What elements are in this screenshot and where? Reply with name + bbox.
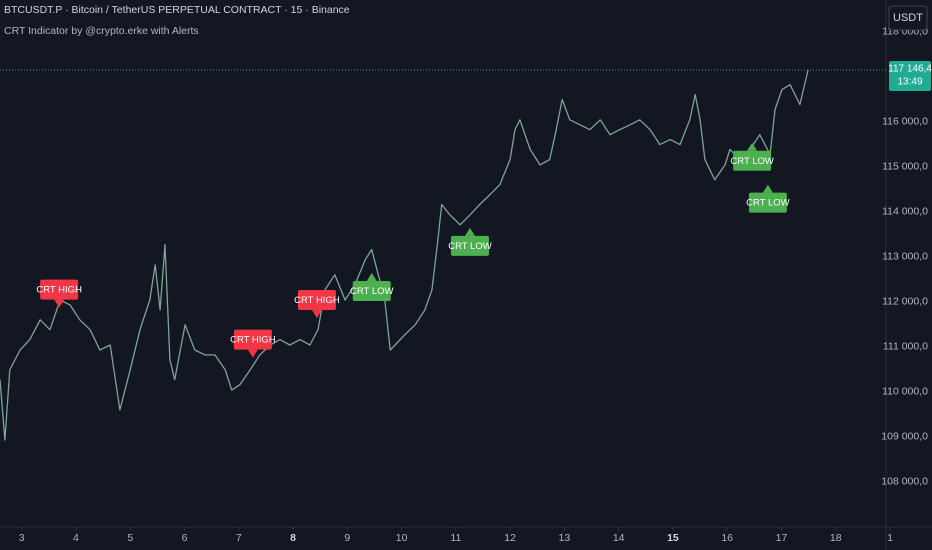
signal-pointer <box>366 272 377 281</box>
currency-button-label[interactable]: USDT <box>893 12 923 24</box>
signal-text: CRT HIGH <box>230 335 276 346</box>
signal-box <box>233 329 272 350</box>
x-tick-label: 15 <box>667 532 679 544</box>
signal-box <box>748 192 787 213</box>
x-tick-label: 4 <box>73 532 79 544</box>
plot-area: CRT HIGH CRT HIGH CRT HIGH CRT LOW CRT LOW CR… <box>0 69 886 441</box>
signal-label: CRT LOW <box>730 142 774 171</box>
signal-box <box>352 280 391 301</box>
x-tick-label: 16 <box>721 532 733 544</box>
signal-text: CRT LOW <box>746 198 789 209</box>
signal-box <box>40 279 79 300</box>
signal-text: CRT LOW <box>730 156 773 167</box>
x-tick-label: 1 <box>887 532 893 544</box>
x-tick-label: 3 <box>19 532 25 544</box>
price-series <box>0 69 809 441</box>
signal-box <box>297 290 336 311</box>
currency-button[interactable]: USDT <box>888 5 928 31</box>
x-tick-label: 12 <box>504 532 516 544</box>
signal-label: CRT LOW <box>746 184 790 213</box>
signal-text: CRT LOW <box>350 286 393 297</box>
chart-title: BTCUSDT.P · Bitcoin / TetherUS PERPETUAL… <box>4 4 350 16</box>
x-tick-label: 8 <box>290 532 296 544</box>
x-tick-label: 10 <box>396 532 408 544</box>
signal-label: CRT HIGH <box>36 279 82 308</box>
x-tick-label: 14 <box>613 532 625 544</box>
x-tick-label: 11 <box>450 532 461 544</box>
y-tick-label: 108 000,0 <box>881 476 928 488</box>
signal-pointer <box>54 299 65 308</box>
indicator-title: CRT Indicator by @crypto.erke with Alert… <box>4 25 199 37</box>
signal-label: CRT LOW <box>448 227 492 256</box>
x-tick-label: 7 <box>236 532 242 544</box>
signal-pointer <box>747 142 758 151</box>
signal-label: CRT LOW <box>350 272 393 301</box>
signal-box <box>733 150 772 171</box>
signal-pointer <box>464 227 475 236</box>
x-tick-label: 17 <box>776 532 788 544</box>
price-tag-countdown: 13:49 <box>897 77 922 88</box>
y-tick-label: 111 000,0 <box>883 341 928 353</box>
price-tag: 117 146,4 13:49 <box>888 60 932 91</box>
y-tick-label: 116 000,0 <box>882 115 928 127</box>
signal-pointer <box>311 310 322 319</box>
y-tick-label: 114 000,0 <box>882 205 928 217</box>
currency-button-box[interactable] <box>888 5 928 31</box>
price-tag-box <box>889 60 931 91</box>
signal-label: CRT HIGH <box>230 329 276 358</box>
signal-text: CRT HIGH <box>36 285 82 296</box>
signal-text: CRT HIGH <box>294 295 340 306</box>
signal-pointer <box>762 184 773 193</box>
y-tick-label: 112 000,0 <box>882 296 928 308</box>
price-tag-label: 117 146,4 <box>888 64 932 75</box>
x-tick-label: 13 <box>559 532 571 544</box>
y-tick-label: 109 000,0 <box>881 431 928 443</box>
signal-box <box>450 235 489 256</box>
x-tick-label: 18 <box>830 532 842 544</box>
y-tick-label: 110 000,0 <box>882 386 928 398</box>
axes: 108 000,0 109 000,0 110 000,0 111 000,0 112 … <box>19 25 928 543</box>
y-tick-label: 113 000,0 <box>882 251 928 263</box>
x-tick-label: 6 <box>182 532 188 544</box>
signal-label: CRT HIGH <box>294 290 340 319</box>
signal-text: CRT LOW <box>448 241 491 252</box>
y-tick-label: 115 000,0 <box>882 160 928 172</box>
x-tick-label: 5 <box>127 532 133 544</box>
x-tick-label: 9 <box>344 532 350 544</box>
signal-pointer <box>247 349 258 358</box>
